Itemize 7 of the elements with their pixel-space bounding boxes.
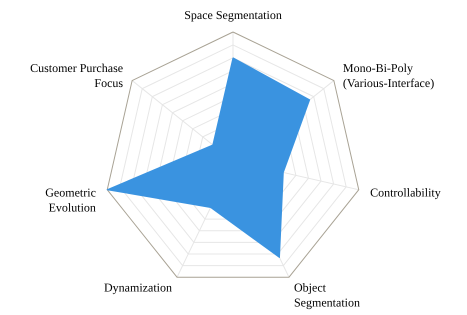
- spoke-label: Dynamization: [104, 280, 172, 295]
- spoke-label: Geometric Evolution: [45, 185, 96, 214]
- spoke-label: Space Segmentation: [184, 8, 282, 22]
- spoke-label: Controllability: [370, 185, 441, 200]
- spoke-label: Mono-Bi-Poly (Various-Interface): [342, 61, 434, 90]
- spoke-label: Object Segmentation: [294, 280, 360, 310]
- spoke-label: Customer Purchase Focus: [30, 61, 124, 90]
